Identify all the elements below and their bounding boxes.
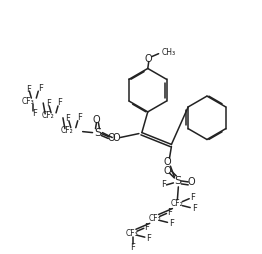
- Text: F: F: [32, 109, 37, 118]
- Text: O: O: [164, 157, 171, 167]
- Text: F: F: [38, 84, 43, 93]
- Text: CF₂: CF₂: [61, 126, 74, 135]
- Text: F: F: [146, 234, 151, 243]
- Text: F: F: [169, 219, 174, 228]
- Text: O: O: [145, 54, 152, 64]
- Text: O: O: [112, 133, 120, 142]
- Text: F: F: [144, 223, 149, 232]
- Text: S: S: [174, 176, 181, 186]
- Text: F: F: [167, 208, 172, 217]
- Text: O: O: [107, 133, 115, 142]
- Text: F: F: [77, 113, 82, 122]
- Text: CF₂: CF₂: [41, 111, 54, 120]
- Text: CF₂: CF₂: [171, 199, 184, 208]
- Text: F: F: [66, 114, 70, 123]
- Text: F: F: [192, 204, 196, 213]
- Text: F: F: [161, 180, 166, 189]
- Text: CF₂: CF₂: [148, 214, 161, 223]
- Text: F: F: [58, 99, 62, 107]
- Text: O: O: [187, 177, 195, 187]
- Text: CF₃: CF₃: [125, 229, 138, 238]
- Text: F: F: [26, 85, 31, 94]
- Text: F: F: [190, 193, 195, 202]
- Text: S: S: [94, 128, 101, 138]
- Text: F: F: [130, 243, 135, 251]
- Text: O: O: [93, 115, 100, 125]
- Text: O: O: [164, 166, 171, 176]
- Text: CH₃: CH₃: [162, 48, 176, 57]
- Text: CF₃: CF₃: [21, 97, 34, 105]
- Text: F: F: [46, 100, 51, 108]
